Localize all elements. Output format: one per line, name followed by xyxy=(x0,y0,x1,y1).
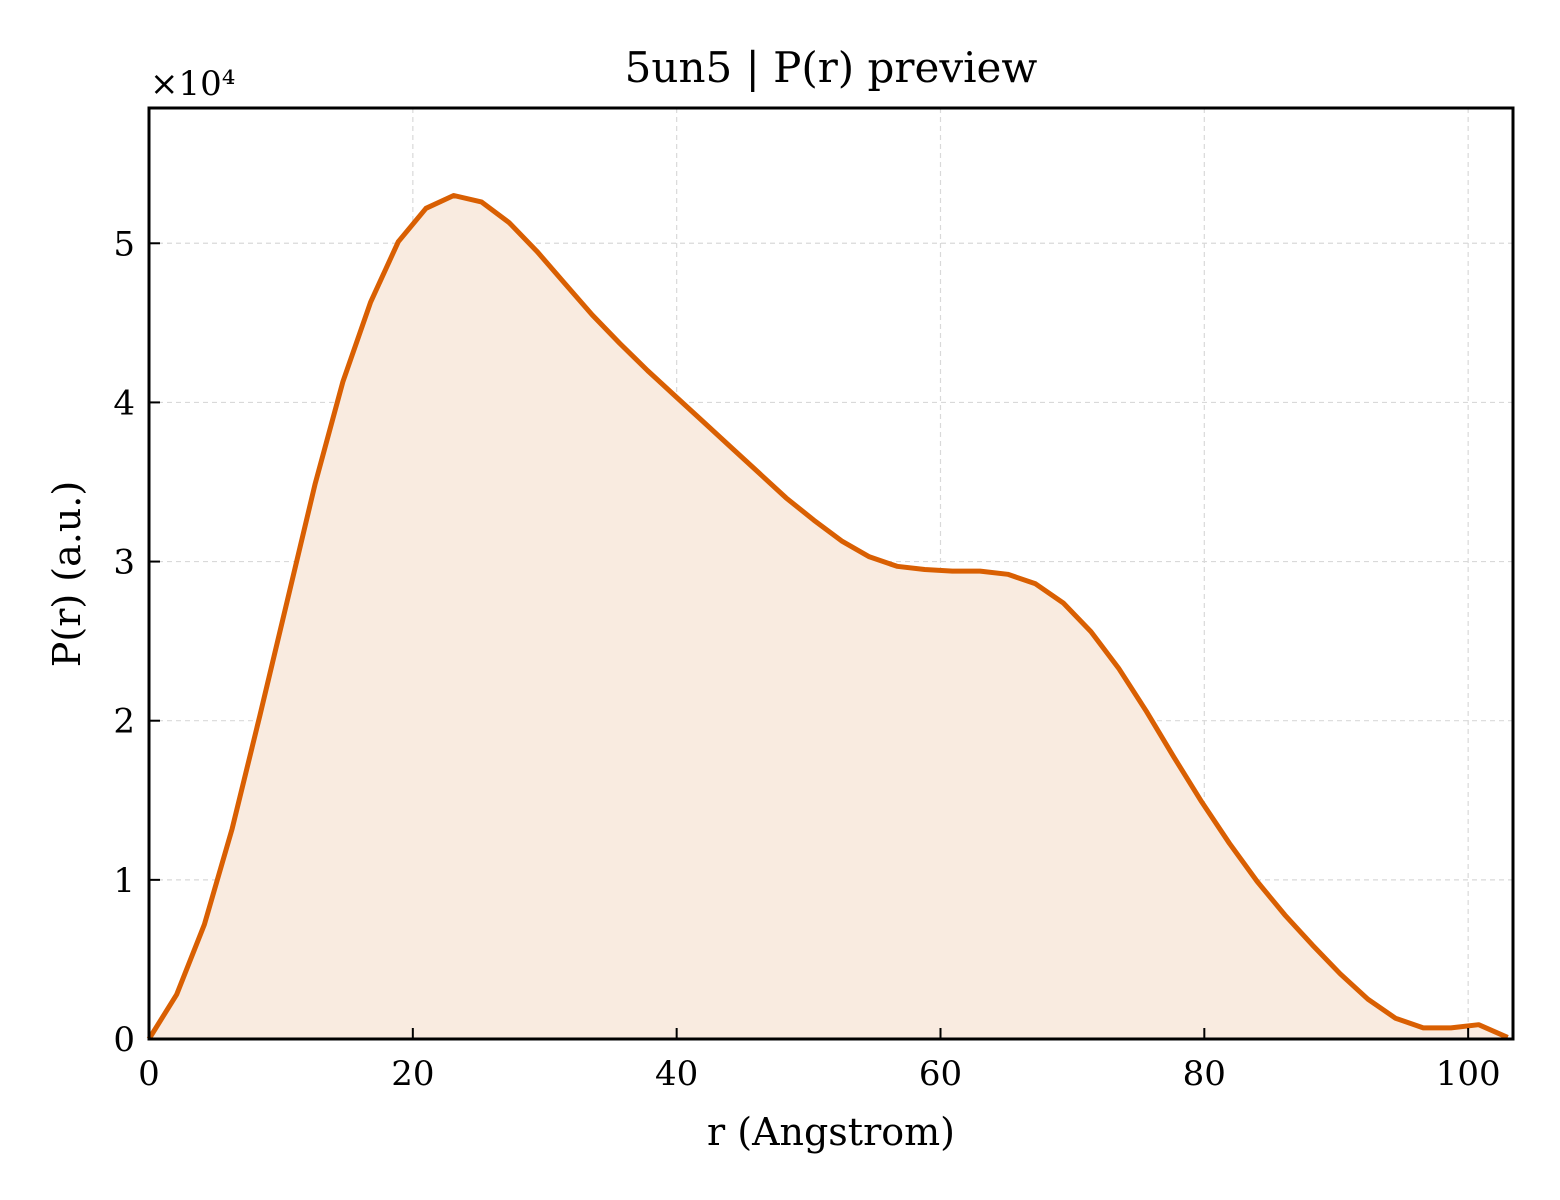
y-tick-label-5: 5 xyxy=(113,224,135,264)
plot-frame xyxy=(147,106,1515,1041)
x-tick-label-5: 100 xyxy=(1436,1054,1501,1094)
y-scale-label: ×10⁴ xyxy=(150,64,235,104)
chart-title: 5un5 | P(r) preview xyxy=(625,43,1038,92)
y-tick-label-0: 0 xyxy=(113,1020,135,1060)
x-tick-label-3: 60 xyxy=(919,1054,962,1094)
x-tick-label-4: 80 xyxy=(1183,1054,1226,1094)
y-axis-label: P(r) (a.u.) xyxy=(45,481,89,667)
data-line xyxy=(146,193,1509,1041)
y-tick-label-1: 1 xyxy=(113,861,135,901)
y-tick-label-2: 2 xyxy=(113,702,135,742)
y-tick-label-4: 4 xyxy=(113,383,135,423)
x-tick-label-0: 0 xyxy=(138,1054,160,1094)
y-tick-label-3: 3 xyxy=(113,543,135,583)
x-tick-label-1: 20 xyxy=(391,1054,434,1094)
area-fill xyxy=(149,195,1508,1039)
x-axis-label: r (Angstrom) xyxy=(707,1110,955,1154)
axis-ticks: 0 20 40 60 80 100 0 1 2 3 4 5 xyxy=(113,224,1500,1094)
x-tick-label-2: 40 xyxy=(655,1054,698,1094)
